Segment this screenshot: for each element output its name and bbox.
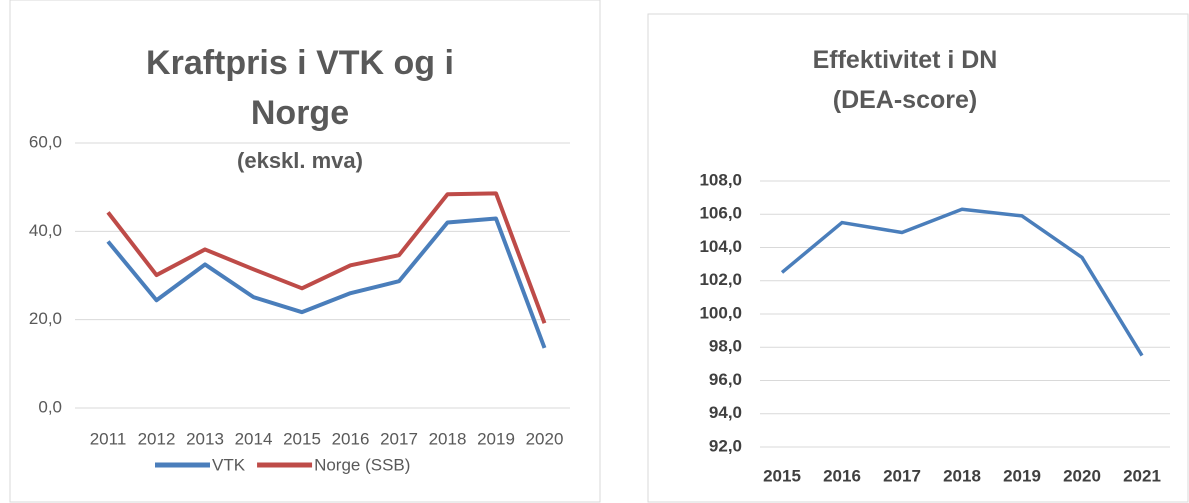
series-line bbox=[106, 216, 547, 349]
chart-title: Effektivitet i DN bbox=[812, 46, 998, 74]
y-tick-label: 102,0 bbox=[699, 270, 742, 289]
x-tick-label: 2019 bbox=[1003, 466, 1041, 485]
x-tick-label: 2020 bbox=[1063, 466, 1101, 485]
x-tick-label: 2019 bbox=[477, 429, 515, 448]
x-tick-label: 2016 bbox=[823, 466, 861, 485]
y-tick-label: 40,0 bbox=[29, 221, 62, 240]
legend-label: Norge (SSB) bbox=[314, 455, 410, 474]
x-tick-label: 2018 bbox=[429, 429, 467, 448]
legend-label: VTK bbox=[212, 455, 246, 474]
y-tick-label: 0,0 bbox=[38, 397, 62, 416]
y-tick-label: 98,0 bbox=[709, 337, 742, 356]
y-tick-label: 94,0 bbox=[709, 403, 742, 422]
x-tick-label: 2021 bbox=[1123, 466, 1161, 485]
y-tick-label: 104,0 bbox=[699, 237, 742, 256]
x-tick-label: 2014 bbox=[235, 429, 273, 448]
x-tick-label: 2012 bbox=[138, 429, 176, 448]
x-tick-label: 2020 bbox=[526, 429, 564, 448]
panel-border bbox=[9, 0, 601, 503]
x-tick-label: 2011 bbox=[90, 429, 127, 448]
x-tick-label: 2017 bbox=[883, 466, 921, 485]
y-tick-label: 96,0 bbox=[709, 370, 742, 389]
y-tick-label: 60,0 bbox=[29, 132, 62, 151]
chart-subtitle: (DEA-score) bbox=[832, 86, 978, 114]
y-tick-label: 20,0 bbox=[29, 309, 62, 328]
x-tick-label: 2015 bbox=[283, 429, 321, 448]
series-line bbox=[106, 191, 547, 324]
chart-title: Kraftpris i VTK og i Norge bbox=[146, 44, 454, 132]
series-line bbox=[780, 207, 1144, 357]
x-tick-label: 2015 bbox=[763, 466, 801, 485]
y-tick-label: 108,0 bbox=[699, 170, 742, 189]
x-tick-label: 2018 bbox=[943, 466, 981, 485]
x-tick-label: 2016 bbox=[332, 429, 370, 448]
panel-border bbox=[647, 13, 1189, 503]
y-tick-label: 92,0 bbox=[709, 436, 742, 455]
y-tick-label: 100,0 bbox=[699, 303, 742, 322]
x-tick-label: 2013 bbox=[186, 429, 224, 448]
x-tick-label: 2017 bbox=[380, 429, 418, 448]
y-tick-label: 106,0 bbox=[699, 204, 742, 223]
chart-subtitle: (ekskl. mva) bbox=[237, 148, 363, 173]
